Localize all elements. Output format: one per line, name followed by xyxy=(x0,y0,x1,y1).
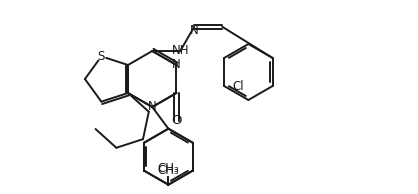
Text: CH₃: CH₃ xyxy=(158,162,179,175)
Text: NH: NH xyxy=(171,44,189,57)
Text: N: N xyxy=(172,59,181,72)
Text: N: N xyxy=(190,24,199,37)
Text: Cl: Cl xyxy=(232,80,244,93)
Text: CH₃: CH₃ xyxy=(158,164,179,177)
Text: N: N xyxy=(148,100,157,113)
Text: O: O xyxy=(171,114,182,127)
Text: S: S xyxy=(98,50,105,63)
